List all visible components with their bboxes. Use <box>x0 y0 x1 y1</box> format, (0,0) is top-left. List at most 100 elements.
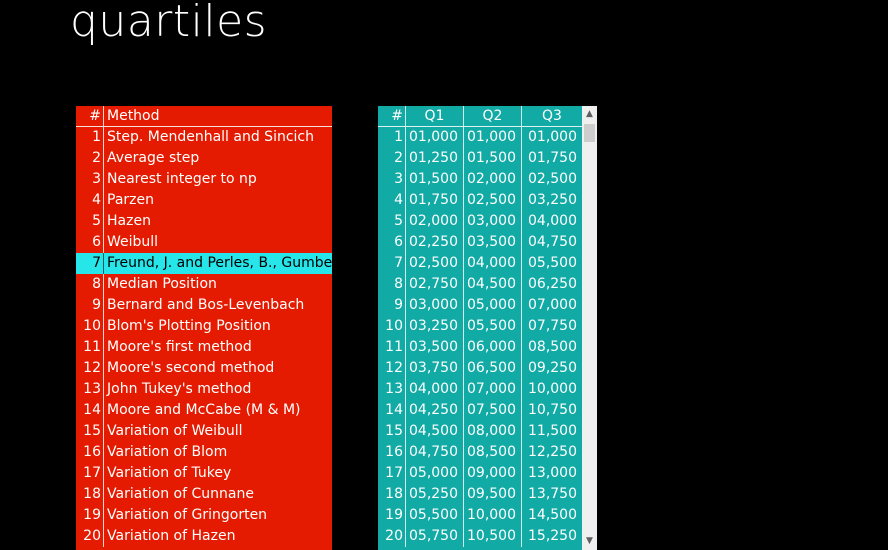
method-row[interactable]: 18 Variation of Cunnane <box>76 484 332 505</box>
method-row[interactable]: 12 Moore's second method <box>76 358 332 379</box>
quartile-row[interactable]: 1 01,000 01,000 01,000 <box>378 127 582 148</box>
row-number: 9 <box>76 295 104 316</box>
row-number: 7 <box>378 253 406 274</box>
quartile-row[interactable]: 10 03,250 05,500 07,750 <box>378 316 582 337</box>
quartile-row[interactable]: 19 05,500 10,000 14,500 <box>378 505 582 526</box>
q3-value: 01,000 <box>528 129 577 145</box>
scroll-down-icon[interactable]: ▼ <box>586 536 593 546</box>
quartile-row[interactable]: 2 01,250 01,500 01,750 <box>378 148 582 169</box>
row-number: 4 <box>76 190 104 211</box>
method-name: Average step <box>107 150 200 166</box>
q1-value: 03,500 <box>406 337 464 358</box>
q2-value: 02,000 <box>464 169 522 190</box>
vertical-scrollbar[interactable]: ▲ ▼ <box>582 106 597 550</box>
header-num[interactable]: # <box>76 106 104 126</box>
q1-value: 03,750 <box>406 358 464 379</box>
method-name: Variation of Tukey <box>107 465 232 481</box>
q1-value: 05,500 <box>406 505 464 526</box>
row-number: 5 <box>76 211 104 232</box>
quartile-row[interactable]: 9 03,000 05,000 07,000 <box>378 295 582 316</box>
method-row[interactable]: 19 Variation of Gringorten <box>76 505 332 526</box>
q2-value: 01,500 <box>464 148 522 169</box>
row-number: 3 <box>378 169 406 190</box>
method-row[interactable]: 7 Freund, J. and Perles, B., Gumbell <box>76 253 332 274</box>
quartile-row[interactable]: 8 02,750 04,500 06,250 <box>378 274 582 295</box>
q1-value: 02,500 <box>406 253 464 274</box>
method-row[interactable]: 20 Variation of Hazen <box>76 526 332 547</box>
method-row[interactable]: 3 Nearest integer to np <box>76 169 332 190</box>
method-row[interactable]: 11 Moore's first method <box>76 337 332 358</box>
q1-value: 05,000 <box>406 463 464 484</box>
q2-value: 04,500 <box>464 274 522 295</box>
quartile-row[interactable]: 17 05,000 09,000 13,000 <box>378 463 582 484</box>
quartile-row[interactable]: 5 02,000 03,000 04,000 <box>378 211 582 232</box>
q3-value: 12,250 <box>528 444 577 460</box>
method-row[interactable]: 1 Step. Mendenhall and Sincich <box>76 127 332 148</box>
q2-value: 08,500 <box>464 442 522 463</box>
quartiles-header-row: # Q1 Q2 Q3 <box>378 106 582 127</box>
quartile-row[interactable]: 13 04,000 07,000 10,000 <box>378 379 582 400</box>
method-row[interactable]: 15 Variation of Weibull <box>76 421 332 442</box>
quartile-row[interactable]: 20 05,750 10,500 15,250 <box>378 526 582 547</box>
row-number: 7 <box>76 253 104 274</box>
method-row[interactable]: 9 Bernard and Bos-Levenbach <box>76 295 332 316</box>
row-number: 14 <box>378 400 406 421</box>
method-name: John Tukey's method <box>107 381 252 397</box>
row-number: 2 <box>378 148 406 169</box>
method-row[interactable]: 10 Blom's Plotting Position <box>76 316 332 337</box>
quartile-row[interactable]: 4 01,750 02,500 03,250 <box>378 190 582 211</box>
quartile-row[interactable]: 6 02,250 03,500 04,750 <box>378 232 582 253</box>
quartile-row[interactable]: 15 04,500 08,000 11,500 <box>378 421 582 442</box>
method-name: Median Position <box>107 276 217 292</box>
header-method[interactable]: Method <box>107 108 160 124</box>
method-row[interactable]: 2 Average step <box>76 148 332 169</box>
q3-value: 13,750 <box>528 486 577 502</box>
method-row[interactable]: 17 Variation of Tukey <box>76 463 332 484</box>
method-name: Variation of Blom <box>107 444 228 460</box>
header-num[interactable]: # <box>378 106 406 126</box>
q2-value: 10,500 <box>464 526 522 547</box>
scroll-thumb[interactable] <box>584 124 595 142</box>
method-row[interactable]: 13 John Tukey's method <box>76 379 332 400</box>
row-number: 8 <box>378 274 406 295</box>
q1-value: 04,250 <box>406 400 464 421</box>
q2-value: 06,500 <box>464 358 522 379</box>
q2-value: 07,000 <box>464 379 522 400</box>
header-q3[interactable]: Q3 <box>542 108 562 124</box>
method-row[interactable]: 4 Parzen <box>76 190 332 211</box>
quartile-row[interactable]: 7 02,500 04,000 05,500 <box>378 253 582 274</box>
q2-value: 06,000 <box>464 337 522 358</box>
q1-value: 01,750 <box>406 190 464 211</box>
scroll-up-icon[interactable]: ▲ <box>586 109 593 119</box>
row-number: 6 <box>378 232 406 253</box>
q1-value: 01,000 <box>406 127 464 148</box>
row-number: 15 <box>378 421 406 442</box>
method-row[interactable]: 16 Variation of Blom <box>76 442 332 463</box>
row-number: 11 <box>76 337 104 358</box>
method-name: Step. Mendenhall and Sincich <box>107 129 314 145</box>
row-number: 17 <box>378 463 406 484</box>
quartile-row[interactable]: 14 04,250 07,500 10,750 <box>378 400 582 421</box>
q2-value: 05,500 <box>464 316 522 337</box>
q1-value: 02,250 <box>406 232 464 253</box>
quartile-row[interactable]: 11 03,500 06,000 08,500 <box>378 337 582 358</box>
q3-value: 11,500 <box>528 423 577 439</box>
quartile-row[interactable]: 3 01,500 02,000 02,500 <box>378 169 582 190</box>
method-name: Freund, J. and Perles, B., Gumbell <box>107 255 332 271</box>
method-row[interactable]: 14 Moore and McCabe (M & M) <box>76 400 332 421</box>
quartile-row[interactable]: 18 05,250 09,500 13,750 <box>378 484 582 505</box>
method-row[interactable]: 8 Median Position <box>76 274 332 295</box>
row-number: 2 <box>76 148 104 169</box>
header-q2[interactable]: Q2 <box>464 106 522 126</box>
quartile-row[interactable]: 12 03,750 06,500 09,250 <box>378 358 582 379</box>
method-name: Parzen <box>107 192 154 208</box>
quartile-row[interactable]: 16 04,750 08,500 12,250 <box>378 442 582 463</box>
q2-value: 05,000 <box>464 295 522 316</box>
method-row[interactable]: 6 Weibull <box>76 232 332 253</box>
method-row[interactable]: 5 Hazen <box>76 211 332 232</box>
methods-table: # Method 1 Step. Mendenhall and Sincich 2 A… <box>76 106 332 550</box>
row-number: 10 <box>76 316 104 337</box>
q1-value: 01,500 <box>406 169 464 190</box>
q2-value: 07,500 <box>464 400 522 421</box>
header-q1[interactable]: Q1 <box>406 106 464 126</box>
